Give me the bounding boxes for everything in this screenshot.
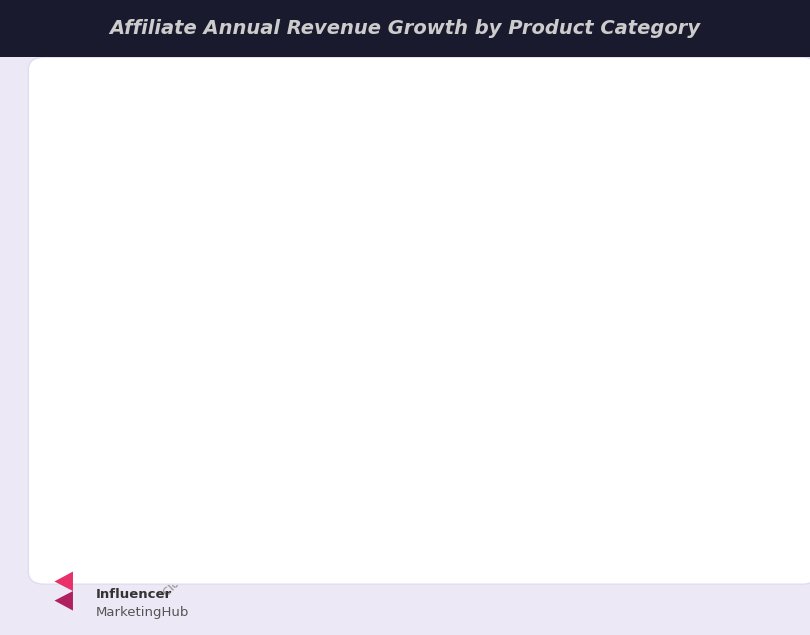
Bar	[711, 369, 747, 420]
Text: Influencer: Influencer	[96, 589, 172, 601]
Text: 23.28%: 23.28%	[561, 370, 609, 383]
Bar	[424, 387, 459, 420]
Text: 23.20%: 23.20%	[418, 370, 465, 383]
Text: 59.57%: 59.57%	[633, 317, 681, 330]
Text: 17.24%: 17.24%	[346, 378, 394, 392]
Bar	[279, 327, 316, 420]
Polygon shape	[54, 591, 73, 611]
Bar	[567, 387, 603, 420]
Text: 35.06%: 35.06%	[706, 352, 753, 366]
Text: Affiliate Annual Revenue Growth by Product Category: Affiliate Annual Revenue Growth by Produ…	[109, 19, 701, 38]
Bar	[136, 382, 172, 420]
Text: 24.80%: 24.80%	[202, 368, 249, 380]
Y-axis label: Annual Revenue in $ USD: Annual Revenue in $ USD	[36, 178, 50, 355]
Bar	[207, 384, 244, 420]
Bar	[639, 333, 676, 420]
Text: MarketingHub: MarketingHub	[96, 606, 189, 619]
Bar	[496, 113, 531, 420]
Text: 209.72%: 209.72%	[485, 97, 541, 110]
Bar	[352, 396, 387, 420]
Polygon shape	[54, 572, 73, 591]
Text: 63.87%: 63.87%	[274, 311, 322, 323]
Text: 26.20%: 26.20%	[130, 366, 177, 378]
